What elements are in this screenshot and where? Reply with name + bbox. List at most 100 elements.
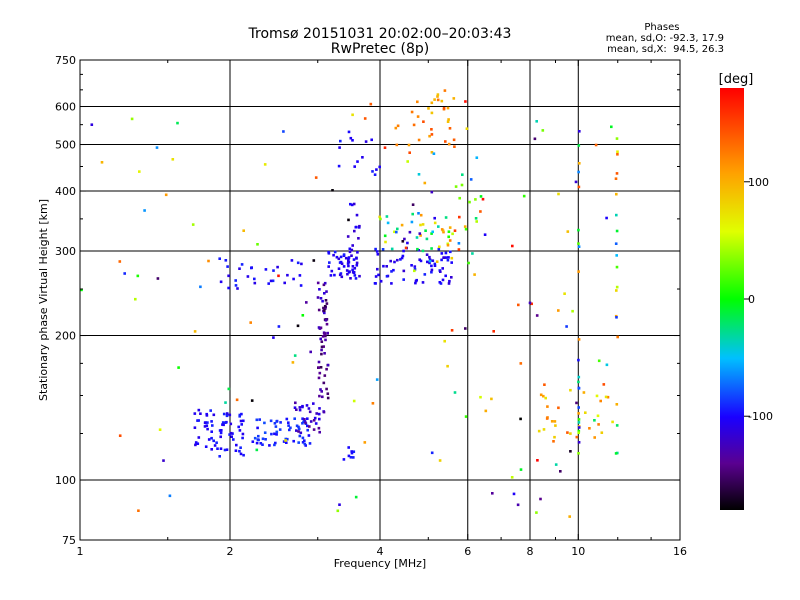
echo-point xyxy=(351,139,354,142)
echo-point xyxy=(212,413,216,417)
echo-point xyxy=(399,258,402,261)
echo-point xyxy=(292,439,295,443)
echo-point xyxy=(203,425,207,428)
echo-point xyxy=(402,249,405,253)
echo-point xyxy=(331,189,334,192)
echo-point xyxy=(557,192,560,196)
echo-point xyxy=(333,273,336,277)
echo-point xyxy=(438,281,442,284)
echo-point xyxy=(193,412,197,415)
echo-point xyxy=(234,279,237,282)
echo-point xyxy=(492,330,495,333)
echo-point xyxy=(447,256,450,259)
echo-point xyxy=(220,429,223,432)
echo-point xyxy=(218,455,221,458)
echo-point xyxy=(326,331,329,335)
echo-point xyxy=(285,417,289,421)
echo-point xyxy=(299,284,303,287)
echo-point xyxy=(577,375,581,379)
echo-point xyxy=(430,264,433,268)
echo-point xyxy=(325,367,328,371)
echo-point xyxy=(615,213,618,217)
echo-point xyxy=(431,230,434,234)
echo-point xyxy=(430,101,434,105)
echo-point xyxy=(212,439,215,443)
echo-point xyxy=(536,459,539,462)
echo-point xyxy=(410,264,413,267)
echo-point xyxy=(319,337,322,341)
echo-point xyxy=(239,446,242,449)
echo-point xyxy=(550,420,554,423)
echo-point xyxy=(582,391,586,394)
echo-point xyxy=(235,398,239,402)
echo-point xyxy=(577,338,581,341)
echo-point xyxy=(323,292,326,295)
echo-point xyxy=(287,421,290,424)
echo-point xyxy=(304,421,307,425)
echo-point xyxy=(320,340,324,343)
echo-point xyxy=(207,259,210,263)
echo-point xyxy=(396,258,399,262)
echo-point xyxy=(423,273,427,276)
echo-point xyxy=(297,441,300,444)
echo-point xyxy=(616,153,619,156)
echo-point xyxy=(306,424,309,428)
echo-point xyxy=(447,282,451,285)
echo-point xyxy=(349,136,353,140)
echo-point xyxy=(324,334,327,338)
echo-point xyxy=(421,281,425,284)
echo-point xyxy=(369,102,373,106)
echo-point xyxy=(421,223,425,226)
echo-point xyxy=(325,302,329,305)
echo-point xyxy=(444,274,447,278)
echo-point xyxy=(577,441,581,444)
echo-point xyxy=(209,409,212,412)
echo-point xyxy=(315,412,318,415)
echo-point xyxy=(137,509,140,512)
echo-point xyxy=(414,281,417,285)
y-tick-label: 400 xyxy=(55,185,76,198)
echo-point xyxy=(374,247,377,251)
echo-point xyxy=(234,449,238,452)
echo-point xyxy=(424,229,427,232)
echo-point xyxy=(330,269,334,273)
echo-point xyxy=(351,265,355,268)
echo-point xyxy=(235,443,238,447)
echo-point xyxy=(319,388,322,391)
echo-point xyxy=(416,100,419,104)
echo-point xyxy=(600,431,604,434)
echo-point xyxy=(314,422,318,425)
echo-point xyxy=(326,392,330,395)
echo-point xyxy=(447,118,450,121)
echo-point xyxy=(301,441,305,444)
echo-point xyxy=(350,254,353,257)
echo-point xyxy=(385,265,388,268)
echo-point xyxy=(324,338,327,342)
echo-point xyxy=(565,325,568,328)
echo-point xyxy=(306,417,309,420)
echo-point xyxy=(197,408,201,412)
echo-point xyxy=(353,165,356,168)
echo-point xyxy=(614,242,618,245)
echo-point xyxy=(326,396,330,400)
echo-point xyxy=(277,325,281,328)
echo-point xyxy=(322,410,326,414)
echo-point xyxy=(605,363,609,367)
echo-point xyxy=(554,424,557,427)
echo-point xyxy=(308,442,312,445)
echo-point xyxy=(296,261,300,265)
echo-point xyxy=(374,282,377,285)
echo-point xyxy=(370,138,373,142)
echo-point xyxy=(577,170,580,174)
echo-point xyxy=(430,247,433,250)
echo-point xyxy=(291,361,295,364)
echo-point xyxy=(371,402,375,405)
echo-point xyxy=(357,237,360,240)
echo-point xyxy=(553,420,557,423)
echo-point xyxy=(323,307,327,310)
echo-point xyxy=(430,270,433,274)
echo-point xyxy=(293,354,297,357)
echo-point xyxy=(347,257,350,261)
echo-point xyxy=(577,406,580,409)
